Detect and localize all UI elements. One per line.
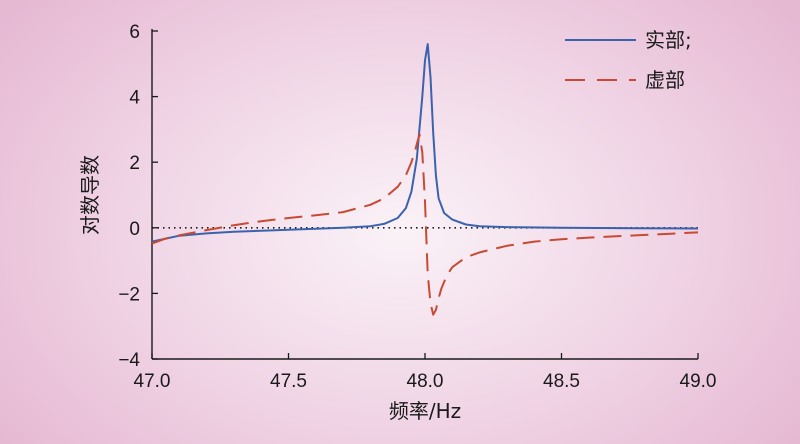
y-tick-label: −4 xyxy=(118,350,140,371)
series-group xyxy=(151,43,699,316)
x-tick-label: 47.5 xyxy=(270,371,307,392)
y-tick-label: 4 xyxy=(129,88,140,109)
x-tick-label: 48.0 xyxy=(407,371,444,392)
ticks: 47.0 47.5 48.0 48.5 49.0 −4 −2 0 2 4 6 xyxy=(118,22,716,392)
x-tick-label: 48.5 xyxy=(543,371,580,392)
series-line-real xyxy=(151,43,699,243)
x-tick-label: 47.0 xyxy=(134,371,171,392)
y-tick-label: 6 xyxy=(129,22,140,43)
y-axis-label: 对数导数 xyxy=(78,155,102,235)
axes xyxy=(151,29,698,360)
y-tick-label: 2 xyxy=(129,153,140,174)
legend-label-real: 实部; xyxy=(645,28,692,52)
x-tick-label: 49.0 xyxy=(680,371,717,392)
y-tick-label: 0 xyxy=(129,219,140,240)
legend-label-imag: 虚部 xyxy=(645,68,685,92)
y-tick-label: −2 xyxy=(118,284,140,305)
series-line-imag xyxy=(151,133,699,316)
x-axis-label: 频率/Hz xyxy=(389,399,461,423)
legend: 实部; 虚部 xyxy=(565,28,692,92)
